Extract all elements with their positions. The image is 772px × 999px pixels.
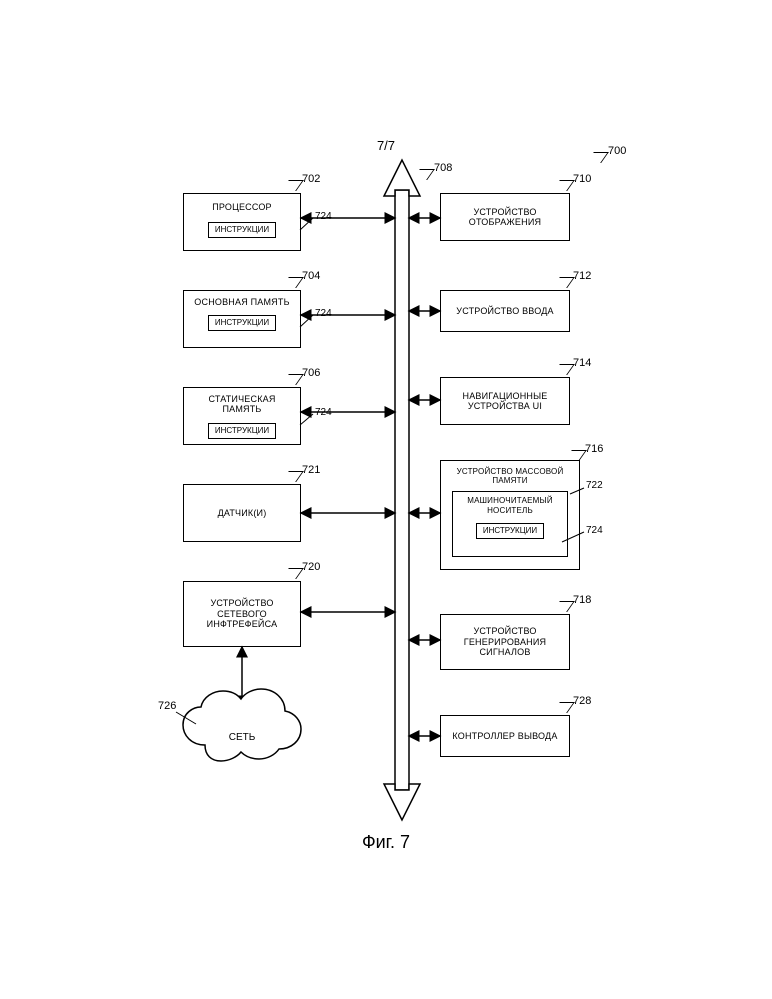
ref-718-lead [552,601,575,612]
ref-722: 722 [586,480,603,491]
page: 7/7 700 708 ПРОЦЕССОР ИНСТРУКЦИИ 702 724… [0,0,772,999]
ref-720: 720 [302,561,320,573]
block-processor: ПРОЦЕССОР ИНСТРУКЦИИ [183,193,301,251]
ref-724-b: 724 [315,308,332,319]
ref-710: 710 [573,173,591,185]
ref-726: 726 [158,700,176,712]
ref-720-lead [281,568,304,579]
block-signal-gen: УСТРОЙСТВО ГЕНЕРИРОВАНИЯ СИГНАЛОВ [440,614,570,670]
figure-caption: Фиг. 7 [0,832,772,853]
block-input-device: УСТРОЙСТВО ВВОДА [440,290,570,332]
ref-724-c: 724 [315,407,332,418]
page-number: 7/7 [0,138,772,153]
ref-716: 716 [585,443,603,455]
fig-ref-700: 700 [608,145,626,157]
block-machine-readable: МАШИНОЧИТАЕМЫЙ НОСИТЕЛЬ ИНСТРУКЦИИ [452,491,568,557]
block-display-title: УСТРОЙСТВО ОТОБРАЖЕНИЯ [445,207,565,228]
ref-706-lead [281,374,304,385]
ref-714: 714 [573,357,591,369]
cloud-network: СЕТЬ [183,689,301,761]
ref-712-lead [552,277,575,288]
ref-704: 704 [302,270,320,282]
ref-702: 702 [302,173,320,185]
ref-702-lead [281,180,304,191]
block-mass-storage-title: УСТРОЙСТВО МАССОВОЙ ПАМЯТИ [447,467,573,485]
block-signal-gen-title: УСТРОЙСТВО ГЕНЕРИРОВАНИЯ СИГНАЛОВ [445,626,565,657]
block-ui-nav: НАВИГАЦИОННЫЕ УСТРОЙСТВА UI [440,377,570,425]
block-machine-readable-title: МАШИНОЧИТАЕМЫЙ НОСИТЕЛЬ [457,496,563,514]
cloud-label: СЕТЬ [229,732,256,743]
block-mass-storage: УСТРОЙСТВО МАССОВОЙ ПАМЯТИ МАШИНОЧИТАЕМЫ… [440,460,580,570]
fig-ref-700-lead [586,152,609,163]
ref-721-lead [281,471,304,482]
ref-714-lead [552,364,575,375]
block-network-interface: УСТРОЙСТВО СЕТЕВОГО ИНФТРЕФЕЙСА [183,581,301,647]
ref-716-lead [564,450,587,461]
ref-721: 721 [302,464,320,476]
block-network-interface-title: УСТРОЙСТВО СЕТЕВОГО ИНФТРЕФЕЙСА [188,598,296,629]
ref-712: 712 [573,270,591,282]
ref-718: 718 [573,594,591,606]
block-main-memory: ОСНОВНАЯ ПАМЯТЬ ИНСТРУКЦИИ [183,290,301,348]
block-sensors-title: ДАТЧИК(И) [218,508,267,518]
block-output-controller-title: КОНТРОЛЛЕР ВЫВОДА [452,731,557,741]
ref-728-lead [552,702,575,713]
block-processor-title: ПРОЦЕССОР [212,202,272,212]
bus-arrow [384,160,420,820]
ref-706: 706 [302,367,320,379]
block-display: УСТРОЙСТВО ОТОБРАЖЕНИЯ [440,193,570,241]
ref-728: 728 [573,695,591,707]
ref-724-a: 724 [315,211,332,222]
block-static-memory-title: СТАТИЧЕСКАЯ ПАМЯТЬ [188,394,296,415]
block-processor-inner: ИНСТРУКЦИИ [208,222,276,238]
block-output-controller: КОНТРОЛЛЕР ВЫВОДА [440,715,570,757]
block-static-memory: СТАТИЧЕСКАЯ ПАМЯТЬ ИНСТРУКЦИИ [183,387,301,445]
ref-724-d: 724 [586,525,603,536]
block-input-device-title: УСТРОЙСТВО ВВОДА [456,306,553,316]
block-static-memory-inner: ИНСТРУКЦИИ [208,423,276,439]
ref-704-lead [281,277,304,288]
block-ui-nav-title: НАВИГАЦИОННЫЕ УСТРОЙСТВА UI [445,391,565,412]
bus-ref-lead [412,169,435,180]
bus-ref: 708 [434,162,452,174]
ref-710-lead [552,180,575,191]
block-main-memory-inner: ИНСТРУКЦИИ [208,315,276,331]
block-main-memory-title: ОСНОВНАЯ ПАМЯТЬ [194,297,289,307]
block-machine-readable-inner: ИНСТРУКЦИИ [476,523,544,539]
block-sensors: ДАТЧИК(И) [183,484,301,542]
